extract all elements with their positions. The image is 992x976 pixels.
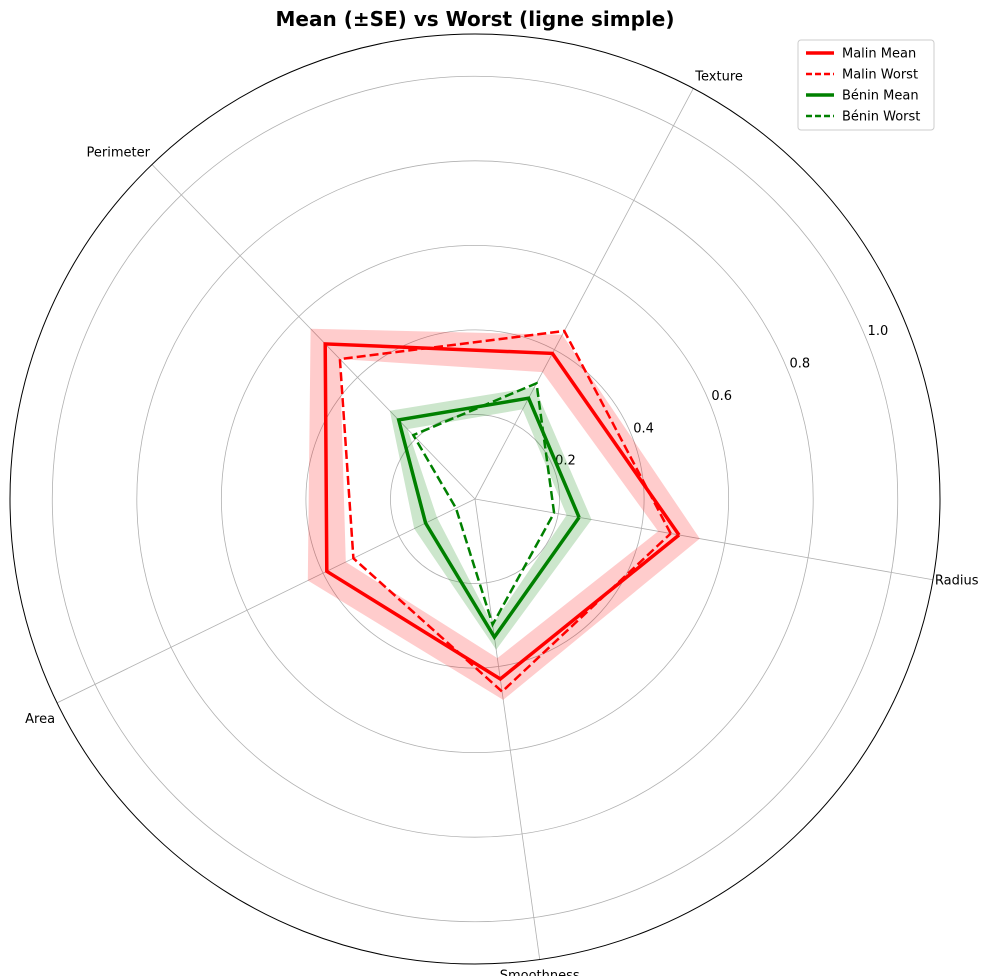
grid-ring-0 (390, 414, 560, 584)
chart-title: Mean (±SE) vs Worst (ligne simple) (276, 7, 675, 31)
axis-label-smoothness: Smoothness (500, 968, 580, 976)
legend-label-b-nin-worst: Bénin Worst (842, 110, 920, 125)
series-line-malin-mean (323, 342, 681, 682)
series-line-b-nin-worst (411, 381, 556, 628)
axis-label-texture: Texture (694, 69, 743, 84)
series-line-b-nin-mean (396, 396, 581, 641)
axis-label-perimeter: Perimeter (87, 146, 151, 161)
spoke-perimeter (151, 164, 476, 500)
grid-ring-2 (220, 244, 730, 754)
axis-label-radius: Radius (935, 574, 979, 589)
r-tick-label: 0.6 (711, 389, 732, 404)
se-bands (307, 328, 700, 700)
legend-label-malin-mean: Malin Mean (842, 47, 916, 62)
spoke-area (56, 498, 476, 704)
spoke-radius (474, 498, 934, 581)
grid-ring-4 (51, 75, 899, 923)
r-tick-label: 0.8 (789, 357, 810, 372)
spoke-smoothness (474, 498, 541, 960)
grid-ring-3 (136, 160, 814, 838)
series-line-malin-worst (338, 329, 672, 694)
r-tick-label: 0.2 (555, 454, 576, 469)
legend-box (797, 39, 935, 131)
se-band-malin-mean (307, 328, 700, 700)
outer-frame (9, 33, 941, 965)
grid-ring-1 (305, 329, 645, 669)
polar-grid: 0.2 0.4 0.6 0.8 1.0 (9, 33, 941, 965)
legend: Malin Mean Malin Worst Bénin Mean Bénin Wor… (797, 39, 935, 131)
series-lines (323, 329, 681, 694)
r-tick-label: 1.0 (868, 324, 889, 339)
legend-label-b-nin-mean: Bénin Mean (842, 89, 919, 104)
axis-label-area: Area (25, 712, 55, 727)
legend-label-malin-worst: Malin Worst (842, 68, 918, 83)
axis-labels: Radius Texture Perimeter Area Smoothness (25, 69, 979, 976)
se-band-b-nin-mean (389, 387, 592, 650)
spoke-texture (474, 88, 694, 500)
r-tick-label: 0.4 (633, 421, 654, 436)
